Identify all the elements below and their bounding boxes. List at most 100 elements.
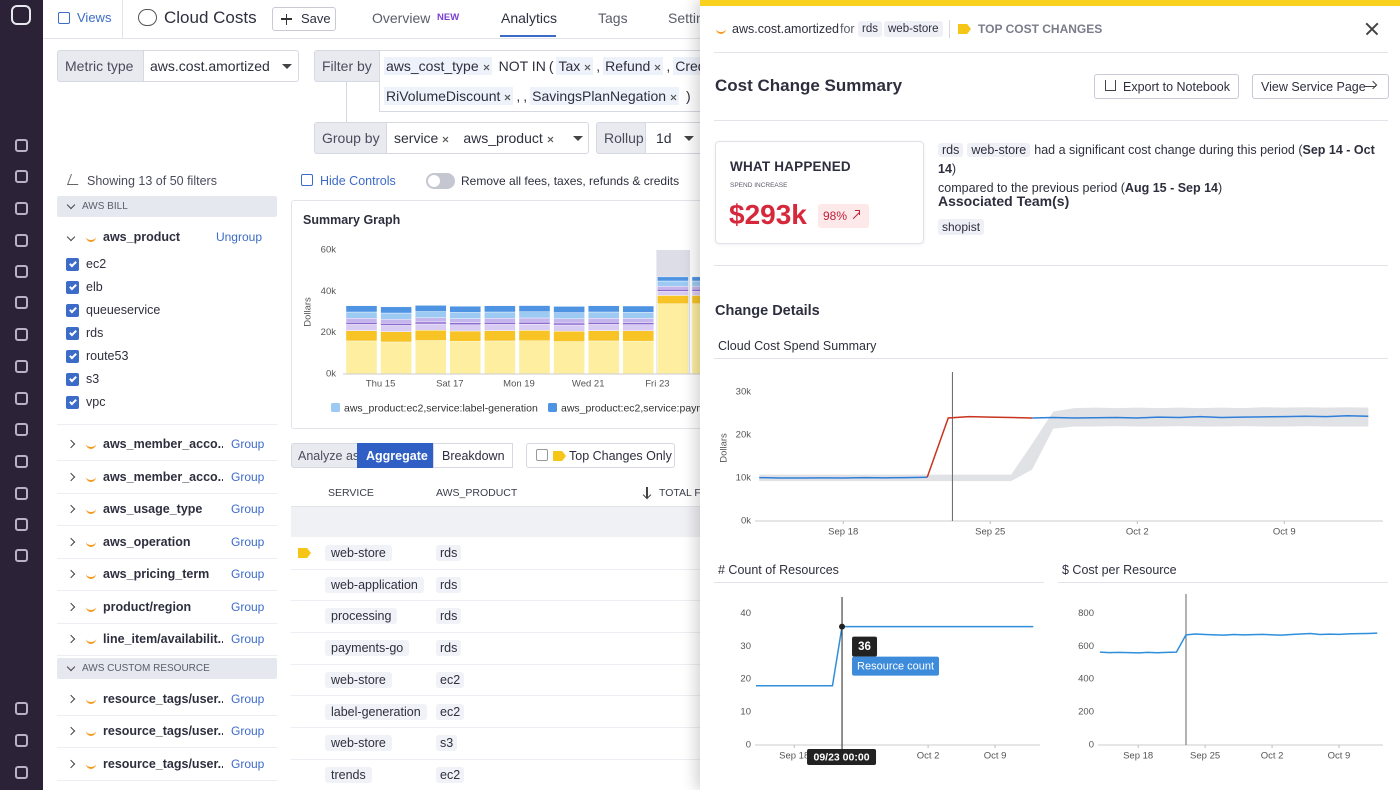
facet-name[interactable]: aws_usage_type xyxy=(103,502,203,516)
facet-option[interactable]: route53 xyxy=(86,349,129,363)
facet-action[interactable]: Group xyxy=(231,632,265,646)
filter-chip[interactable]: RiVolumeDiscount xyxy=(384,87,514,105)
facet-action[interactable]: Group xyxy=(231,437,265,451)
service-chip[interactable]: payments-go xyxy=(325,640,410,657)
metric-value[interactable]: aws.cost.amortized xyxy=(150,58,270,74)
rollup-value[interactable]: 1d xyxy=(656,130,672,146)
views-link[interactable]: Views xyxy=(77,10,112,25)
checkbox[interactable] xyxy=(66,395,79,409)
mode-label[interactable]: Breakdown xyxy=(442,449,505,463)
checkbox[interactable] xyxy=(66,372,79,386)
remove-icon[interactable] xyxy=(483,64,490,71)
row-line xyxy=(291,695,711,697)
facet-name[interactable]: resource_tags/user... xyxy=(103,691,223,706)
checkbox[interactable] xyxy=(66,257,79,271)
facet-action[interactable]: Group xyxy=(231,756,265,771)
facet-option[interactable]: rds xyxy=(86,326,104,340)
product-chip[interactable]: ec2 xyxy=(436,766,465,783)
close-button[interactable] xyxy=(1365,22,1379,36)
facet-action[interactable]: Group xyxy=(231,502,265,516)
facet-name[interactable]: aws_member_acco... xyxy=(103,469,223,484)
product-chip[interactable]: rds xyxy=(436,576,462,593)
product-chip[interactable]: ec2 xyxy=(436,703,465,720)
facet-action[interactable]: Group xyxy=(231,691,265,706)
facet-name[interactable]: aws_pricing_term xyxy=(103,567,210,581)
product-chip[interactable]: ec2 xyxy=(436,671,465,688)
save-label[interactable]: Save xyxy=(301,11,331,26)
service-chip[interactable]: trends xyxy=(325,766,372,783)
product-chip[interactable]: rds xyxy=(436,608,462,625)
group-chip[interactable]: aws_product xyxy=(461,129,555,147)
facet-option[interactable]: vpc xyxy=(86,395,106,409)
facet-name[interactable]: line_item/availabilit... xyxy=(103,632,223,646)
facet-action[interactable]: Group xyxy=(231,567,265,581)
hide-controls[interactable]: Hide Controls xyxy=(320,174,396,188)
toggle[interactable] xyxy=(426,173,455,189)
tab[interactable]: Tags xyxy=(598,10,628,26)
remove-icon[interactable] xyxy=(547,136,554,143)
facet-option[interactable]: ec2 xyxy=(86,257,107,271)
export-icon xyxy=(1105,80,1116,91)
facet-action[interactable]: Ungroup xyxy=(215,230,262,244)
chart-title: Cloud Cost Spend Summary xyxy=(718,339,877,353)
facet-action[interactable]: Group xyxy=(231,469,265,484)
service-chip[interactable]: processing xyxy=(325,608,398,625)
facet-name[interactable]: aws_member_acco... xyxy=(103,437,223,451)
mode-button[interactable] xyxy=(433,443,513,468)
facet-option[interactable]: queueservice xyxy=(86,303,161,317)
query-label: Group by xyxy=(322,130,380,146)
check-mark xyxy=(68,328,77,336)
facet-action[interactable]: Group xyxy=(231,534,265,549)
product-chip[interactable]: rds xyxy=(436,640,462,657)
service-chip[interactable]: web-store xyxy=(325,735,392,752)
facet-name[interactable]: aws_product xyxy=(103,230,181,244)
checkbox[interactable] xyxy=(66,349,79,363)
service-chip[interactable]: web-application xyxy=(325,576,424,593)
remove-icon[interactable] xyxy=(504,94,511,101)
filter-chip[interactable]: SavingsPlanNegation xyxy=(530,87,680,105)
facet-separator xyxy=(57,492,277,494)
summary-title: Summary Graph xyxy=(303,213,401,227)
facet-action[interactable]: Group xyxy=(231,724,265,738)
remove-icon[interactable] xyxy=(442,136,449,143)
panel-button-label[interactable]: View Service Page xyxy=(1261,79,1366,94)
remove-icon[interactable] xyxy=(584,64,591,71)
panel-button[interactable] xyxy=(1252,74,1389,99)
tab[interactable]: Overview xyxy=(372,10,431,26)
panel-button-label[interactable]: Export to Notebook xyxy=(1123,79,1231,94)
row-line xyxy=(291,568,711,570)
service-chip[interactable]: web-store xyxy=(325,671,392,688)
mode-button[interactable] xyxy=(357,443,433,468)
facet-name[interactable]: resource_tags/user... xyxy=(103,724,223,738)
facet-option[interactable]: elb xyxy=(86,280,103,294)
facet-option[interactable]: s3 xyxy=(86,372,100,386)
checkbox[interactable] xyxy=(66,326,79,340)
facet-name[interactable]: aws_operation xyxy=(103,534,191,549)
service-chip[interactable]: label-generation xyxy=(325,703,427,720)
facet-name[interactable]: product/region xyxy=(103,599,192,614)
remove-icon[interactable] xyxy=(654,64,661,71)
filter-chip[interactable]: Tax xyxy=(556,57,594,75)
filter-chip[interactable]: aws_cost_type xyxy=(384,57,492,75)
tab[interactable]: Settin xyxy=(668,10,704,26)
column-header[interactable]: TOTAL F xyxy=(659,487,701,499)
product-chip[interactable]: s3 xyxy=(436,735,458,752)
filter-chip[interactable]: Refund xyxy=(603,57,664,75)
product-chip[interactable]: rds xyxy=(436,545,462,561)
checkbox[interactable] xyxy=(66,280,79,294)
panel-button[interactable] xyxy=(1094,74,1239,99)
facet-separator xyxy=(57,557,277,559)
facet-separator xyxy=(57,779,277,781)
facet-action[interactable]: Group xyxy=(231,599,265,614)
top-changes-label[interactable]: Top Changes Only xyxy=(569,449,672,463)
mode-label[interactable]: Aggregate xyxy=(366,449,428,463)
facet-name[interactable]: resource_tags/user... xyxy=(103,756,223,771)
service-chip[interactable]: web-store xyxy=(325,545,392,561)
group-chip[interactable]: service xyxy=(392,129,451,147)
tab[interactable]: Analytics xyxy=(501,10,558,26)
remove-icon[interactable] xyxy=(670,94,677,101)
chevron xyxy=(66,759,76,768)
rollup-select xyxy=(645,122,705,154)
filter-chip-text: aws_cost_type xyxy=(386,58,479,74)
checkbox[interactable] xyxy=(66,303,79,317)
